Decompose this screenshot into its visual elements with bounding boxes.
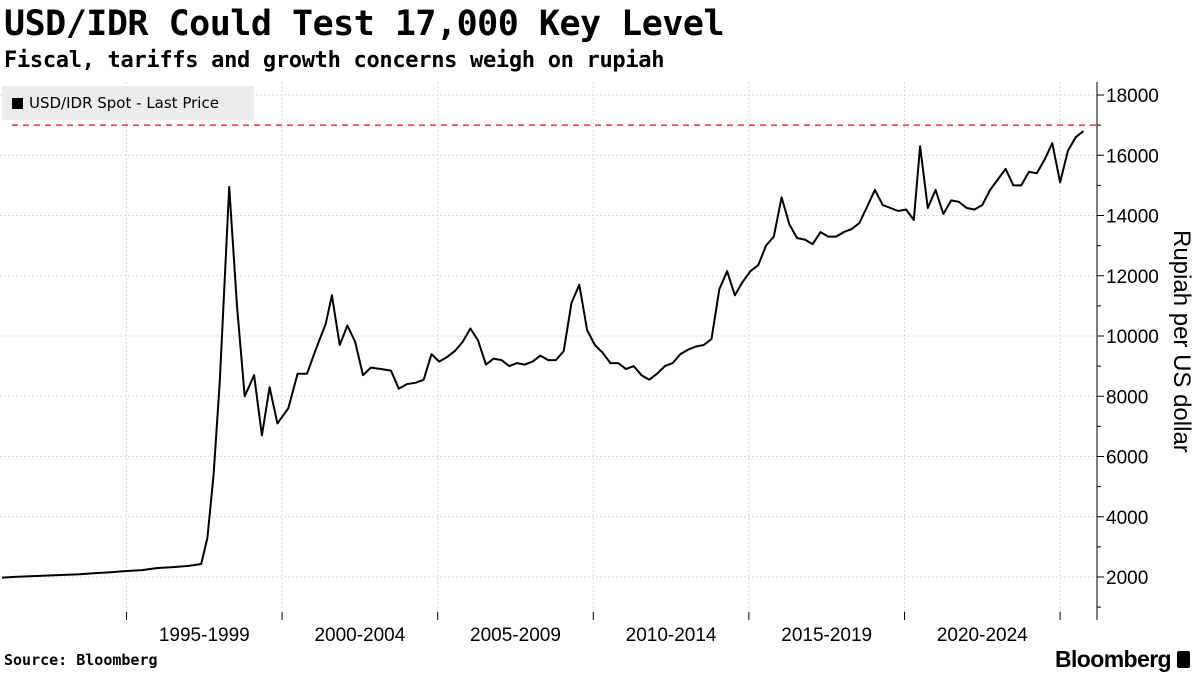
x-tick-label: 2000-2004 [314, 625, 405, 646]
y-tick-label: 2000 [1106, 568, 1148, 589]
y-tick-label: 16000 [1106, 146, 1159, 167]
y-tick-label: 18000 [1106, 86, 1159, 107]
source-note: Source: Bloomberg [4, 651, 158, 669]
legend-label: USD/IDR Spot - Last Price [29, 94, 219, 112]
chart-subtitle: Fiscal, tariffs and growth concerns weig… [4, 48, 665, 73]
y-tick-label: 10000 [1106, 327, 1159, 348]
x-tick-label: 1995-1999 [159, 625, 250, 646]
y-tick-label: 8000 [1106, 387, 1148, 408]
x-tick-label: 2010-2014 [626, 625, 717, 646]
x-axis: 1995-1999 2000-2004 2005-2009 2010-2014 2015… [125, 612, 1061, 646]
legend-swatch [12, 97, 23, 109]
x-tick-label: 2015-2019 [781, 625, 872, 646]
brand-name: Bloomberg [1055, 646, 1172, 672]
y-tick-label: 4000 [1106, 508, 1148, 529]
y-axis-label: Rupiah per US dollar [1168, 230, 1195, 453]
chart-title: USD/IDR Could Test 17,000 Key Level [4, 4, 725, 44]
legend: USD/IDR Spot - Last Price [2, 86, 254, 120]
bloomberg-mark-icon [1177, 651, 1190, 668]
bloomberg-logo: Bloomberg [1055, 646, 1190, 673]
series-line-usd-idr [1, 130, 1085, 579]
x-tick-label: 2020-2024 [937, 625, 1028, 646]
y-tick-label: 12000 [1106, 267, 1159, 288]
y-tick-label: 6000 [1106, 448, 1148, 469]
grid-lines [0, 82, 1097, 620]
y-axis: 2000 4000 6000 8000 10000 12000 14000 16000 1800… [1096, 82, 1159, 620]
x-tick-label: 2005-2009 [470, 625, 561, 646]
y-tick-label: 14000 [1106, 207, 1159, 228]
